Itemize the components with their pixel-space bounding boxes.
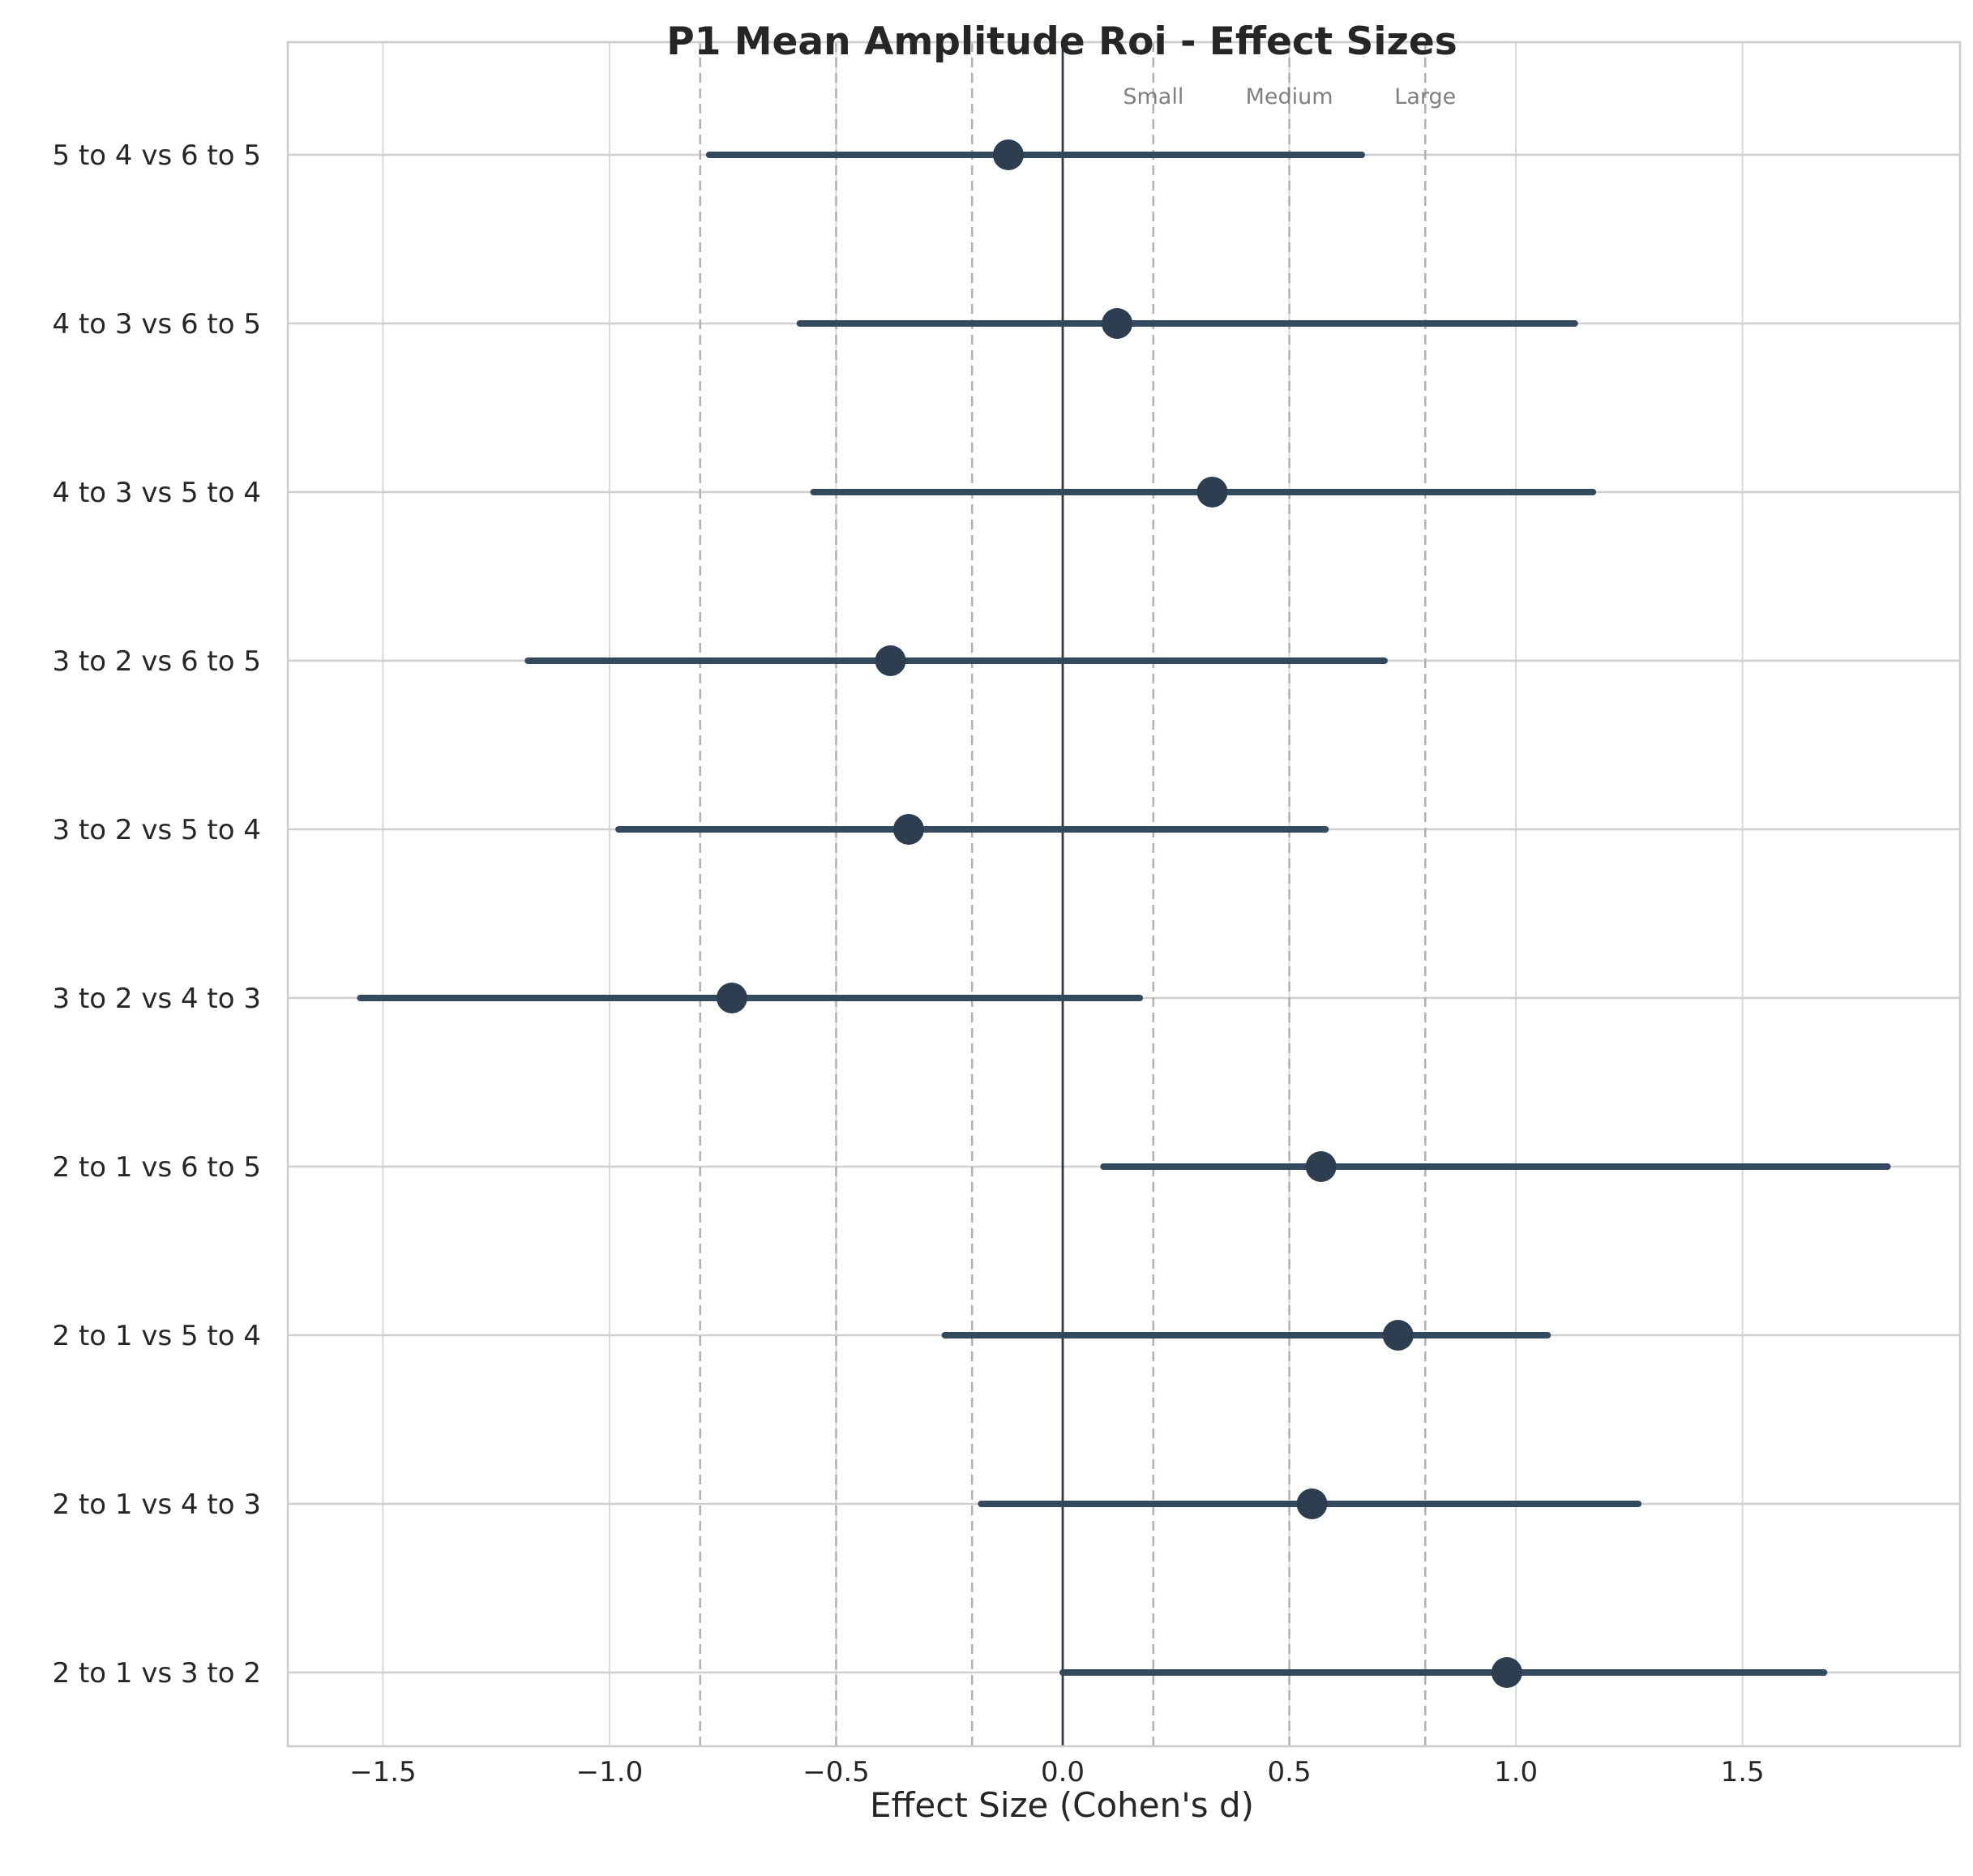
x-tick-label: 0.0 (1041, 1756, 1085, 1788)
y-tick-label: 2 to 1 vs 3 to 2 (53, 1657, 261, 1690)
chart-title: P1 Mean Amplitude Roi - Effect Sizes (666, 19, 1457, 64)
effect-size-point (1196, 477, 1228, 508)
effect-size-point (1491, 1657, 1522, 1688)
effect-size-point (875, 645, 906, 676)
effect-size-point (992, 139, 1024, 170)
y-tick-label: 2 to 1 vs 6 to 5 (53, 1151, 261, 1184)
effect-size-point (1102, 308, 1133, 339)
threshold-label-medium: Medium (1246, 84, 1333, 109)
plot-frame (286, 41, 1962, 1748)
y-tick-label: 4 to 3 vs 6 to 5 (53, 308, 261, 341)
y-tick-label: 4 to 3 vs 5 to 4 (53, 477, 261, 509)
y-tick-label: 3 to 2 vs 5 to 4 (53, 814, 261, 846)
effect-size-point (1296, 1488, 1328, 1519)
x-tick-label: −1.5 (349, 1756, 417, 1788)
y-tick-label: 2 to 1 vs 4 to 3 (53, 1488, 261, 1521)
x-tick-label: −1.0 (576, 1756, 644, 1788)
x-axis-label: Effect Size (Cohen's d) (870, 1785, 1254, 1825)
effect-size-point (1382, 1320, 1414, 1351)
threshold-label-small: Small (1123, 84, 1183, 109)
effect-size-point (892, 814, 924, 845)
y-tick-label: 3 to 2 vs 4 to 3 (53, 983, 261, 1015)
y-tick-label: 5 to 4 vs 6 to 5 (53, 139, 261, 172)
effect-size-point (716, 983, 747, 1013)
effect-size-point (1305, 1151, 1337, 1182)
y-tick-label: 2 to 1 vs 5 to 4 (53, 1320, 261, 1352)
x-tick-label: 1.0 (1494, 1756, 1538, 1788)
threshold-label-large: Large (1394, 84, 1456, 109)
x-tick-label: 1.5 (1721, 1756, 1765, 1788)
y-tick-label: 3 to 2 vs 6 to 5 (53, 645, 261, 678)
x-tick-label: −0.5 (802, 1756, 870, 1788)
x-tick-label: 0.5 (1268, 1756, 1312, 1788)
